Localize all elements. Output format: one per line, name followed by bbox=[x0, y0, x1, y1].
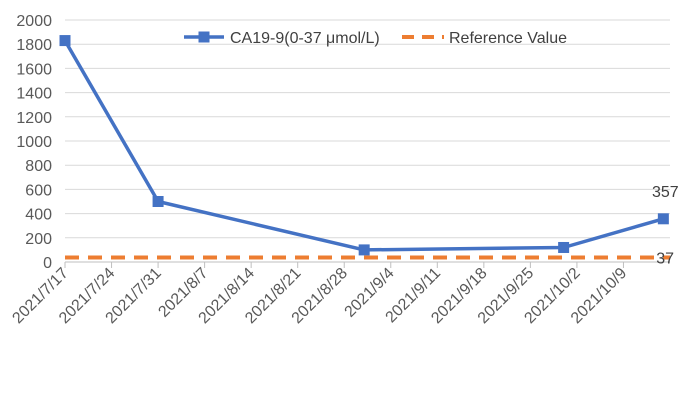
y-tick-label: 1000 bbox=[16, 134, 52, 151]
legend: CA19-9(0-37 μmol/L) Reference Value bbox=[184, 30, 567, 47]
legend-marker bbox=[198, 31, 210, 43]
y-tick-label: 2000 bbox=[16, 13, 52, 30]
data-point-marker bbox=[558, 241, 570, 253]
legend-label-ca19-9: CA19-9(0-37 μmol/L) bbox=[230, 30, 380, 47]
data-point-marker bbox=[59, 35, 71, 47]
data-point-marker bbox=[657, 213, 669, 225]
axes: 0200400600800100012001400160018002000202… bbox=[9, 13, 670, 327]
y-tick-label: 1600 bbox=[16, 61, 52, 78]
data-label: 357 bbox=[652, 184, 679, 201]
data-labels: 357 37 bbox=[652, 184, 679, 268]
y-tick-label: 400 bbox=[25, 207, 52, 224]
legend-label-reference: Reference Value bbox=[449, 30, 567, 47]
data-point-marker bbox=[358, 244, 370, 256]
series bbox=[59, 35, 670, 260]
y-tick-label: 1800 bbox=[16, 37, 52, 54]
y-tick-label: 1200 bbox=[16, 110, 52, 127]
y-tick-label: 1400 bbox=[16, 86, 52, 103]
data-label: 37 bbox=[656, 251, 674, 268]
y-tick-label: 0 bbox=[43, 255, 52, 272]
y-tick-label: 200 bbox=[25, 231, 52, 248]
series-line-ca19-9 bbox=[63, 39, 664, 252]
gridlines bbox=[65, 19, 670, 263]
y-tick-label: 600 bbox=[25, 182, 52, 199]
data-point-marker bbox=[152, 196, 164, 207]
y-tick-label: 800 bbox=[25, 158, 52, 175]
